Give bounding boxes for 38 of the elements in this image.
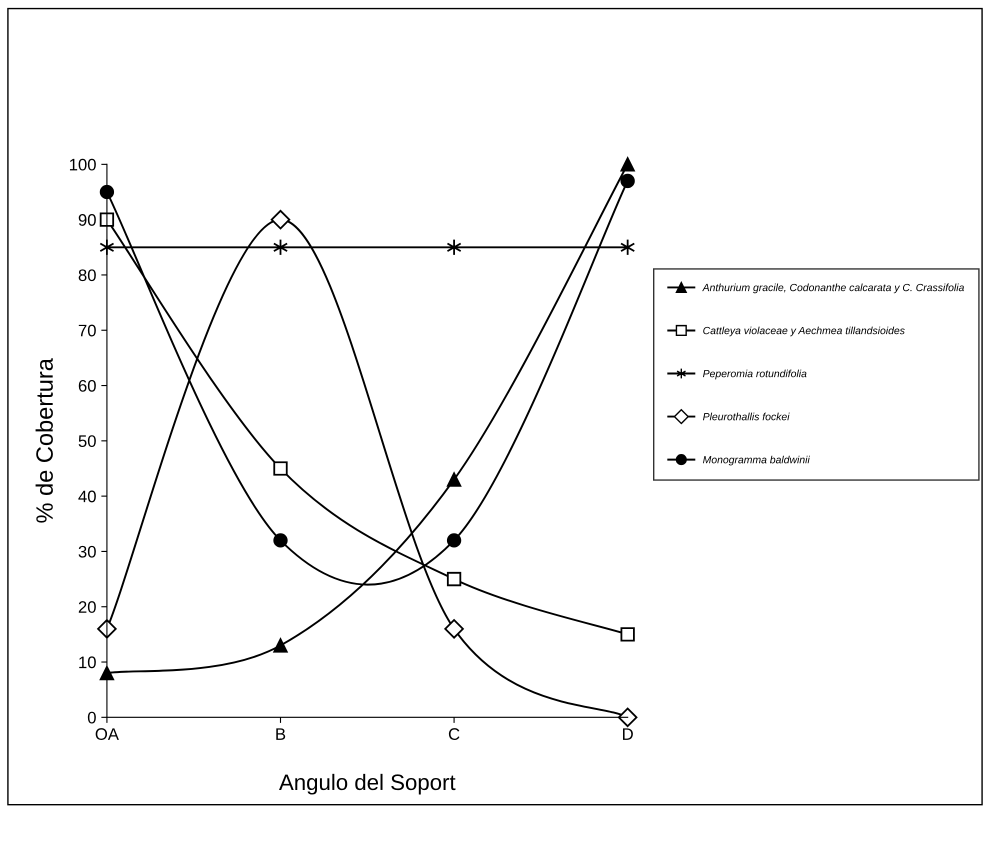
point — [270, 210, 290, 230]
y-tick-label: 60 — [78, 380, 96, 392]
y-tick-label: 50 — [78, 435, 96, 448]
y-tick-label: 40 — [78, 490, 96, 502]
point — [620, 157, 635, 172]
y-tick-label: 20 — [78, 601, 96, 613]
point — [620, 627, 635, 642]
y-tick-label: 70 — [78, 324, 96, 336]
x-tick-label: C — [448, 728, 460, 740]
y-tick-label: 80 — [78, 269, 96, 282]
point — [446, 533, 462, 548]
point — [273, 638, 288, 653]
point — [273, 461, 288, 476]
point — [100, 212, 114, 227]
point — [446, 472, 462, 487]
point — [444, 619, 464, 639]
legend-label: Anthurium gracile, Codonanthe calcarata y C. Crassifolia — [702, 284, 964, 294]
legend-label: Pleurothallis fockei — [702, 412, 790, 420]
point — [446, 238, 462, 256]
legend-label: Monogramma baldwinii — [702, 456, 810, 466]
x-tick-label: D — [623, 728, 633, 740]
y-axis-title: % de Cobertura — [36, 358, 53, 523]
y-tick-label: 0 — [88, 712, 96, 724]
y-tick-label: 90 — [78, 214, 96, 226]
point — [100, 184, 114, 200]
point — [272, 238, 288, 256]
x-tick-label: B — [276, 728, 286, 740]
point — [618, 708, 638, 728]
x-axis-title: Angulo del Soport — [279, 774, 456, 795]
y-tick-label: 100 — [70, 158, 96, 171]
y-tick-label: 10 — [79, 656, 96, 668]
legend-label: Peperomia rotundifolia — [702, 370, 807, 380]
y-tick-label: 30 — [78, 546, 96, 558]
point — [273, 533, 288, 548]
point — [446, 572, 462, 586]
x-tick-label: OA — [96, 728, 119, 740]
point — [620, 174, 635, 188]
legend-label: Cattleya violaceae y Aechmea tillandsioides — [703, 326, 905, 336]
